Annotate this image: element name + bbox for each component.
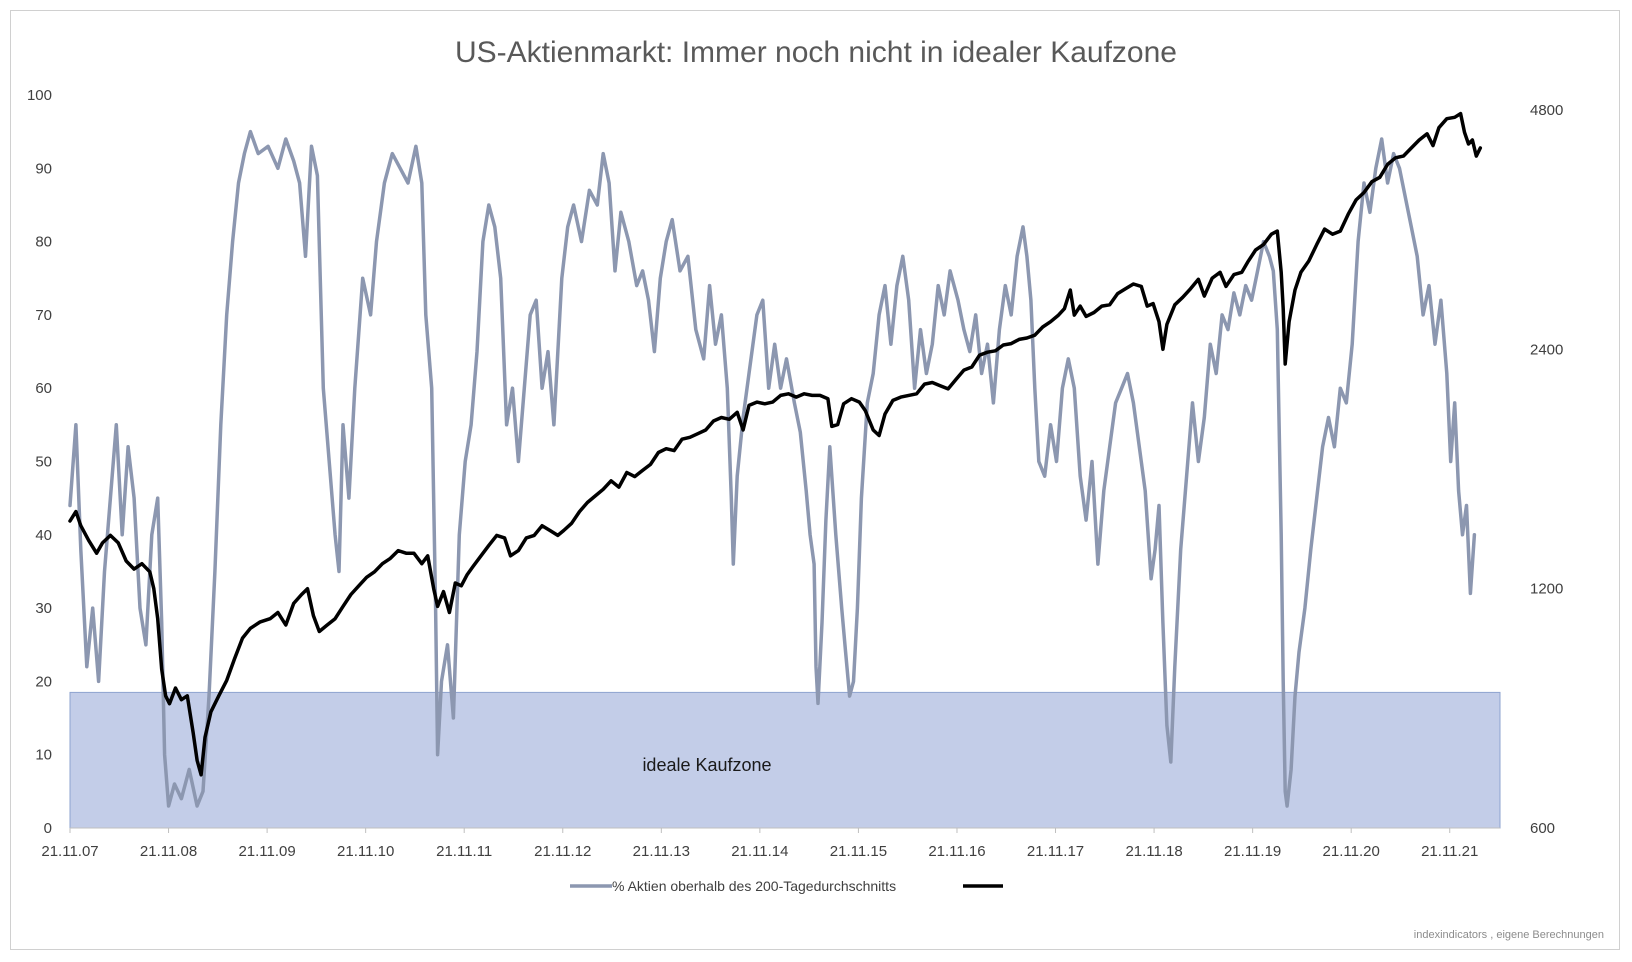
x-tick-label: 21.11.09 [238,843,295,860]
series-line-index [68,111,1483,777]
right-tick-label: 600 [1530,820,1555,837]
x-tick-label: 21.11.17 [1027,843,1084,860]
left-tick-label: 10 [35,747,52,764]
left-axis: 0 10 20 30 40 50 60 70 80 90 100 [27,87,52,837]
series-line-breadth [68,129,1477,808]
right-tick-label: 4800 [1530,102,1563,119]
x-tick-label: 21.11.11 [436,843,492,860]
source-note: indexindicators , eigene Berechnungen [1414,929,1604,941]
buy-zone-label: ideale Kaufzone [642,755,771,775]
x-tick-label: 21.11.15 [830,843,887,860]
x-axis: 21.11.07 21.11.08 21.11.09 21.11.10 21.11.11… [41,827,1500,860]
left-tick-label: 30 [35,600,52,617]
x-tick-label: 21.11.21 [1421,843,1478,860]
chart-frame [10,10,1620,950]
x-tick-label: 21.11.10 [337,843,394,860]
buy-zone-rect [69,691,1501,829]
x-tick-label: 21.11.14 [731,843,788,860]
x-tick-label: 21.11.19 [1224,843,1281,860]
x-tick-label: 21.11.13 [633,843,690,860]
legend: % Aktien oberhalb des 200-Tagedurchschni… [570,878,1003,894]
left-tick-label: 60 [35,380,52,397]
left-tick-label: 50 [35,454,52,471]
x-tick-label: 21.11.16 [928,843,985,860]
left-tick-label: 90 [35,160,52,177]
left-tick-label: 70 [35,307,52,324]
right-tick-label: 2400 [1530,341,1563,358]
left-tick-label: 20 [35,673,52,690]
x-tick-label: 21.11.20 [1323,843,1380,860]
x-tick-label: 21.11.08 [140,843,197,860]
x-tick-label: 21.11.12 [534,843,591,860]
left-tick-label: 40 [35,527,52,544]
right-tick-label: 1200 [1530,581,1563,598]
left-tick-label: 100 [27,87,52,104]
left-tick-label: 0 [44,820,52,837]
legend-label-breadth: % Aktien oberhalb des 200-Tagedurchschni… [612,878,896,894]
series-layer [68,111,1483,808]
left-tick-label: 80 [35,234,52,251]
right-axis: 600 1200 2400 4800 [1530,102,1563,837]
chart-title: US-Aktienmarkt: Immer noch nicht in idea… [455,36,1177,69]
x-tick-label: 21.11.18 [1125,843,1182,860]
buy-zone: ideale Kaufzone [69,691,1501,829]
x-tick-label: 21.11.07 [41,843,98,860]
